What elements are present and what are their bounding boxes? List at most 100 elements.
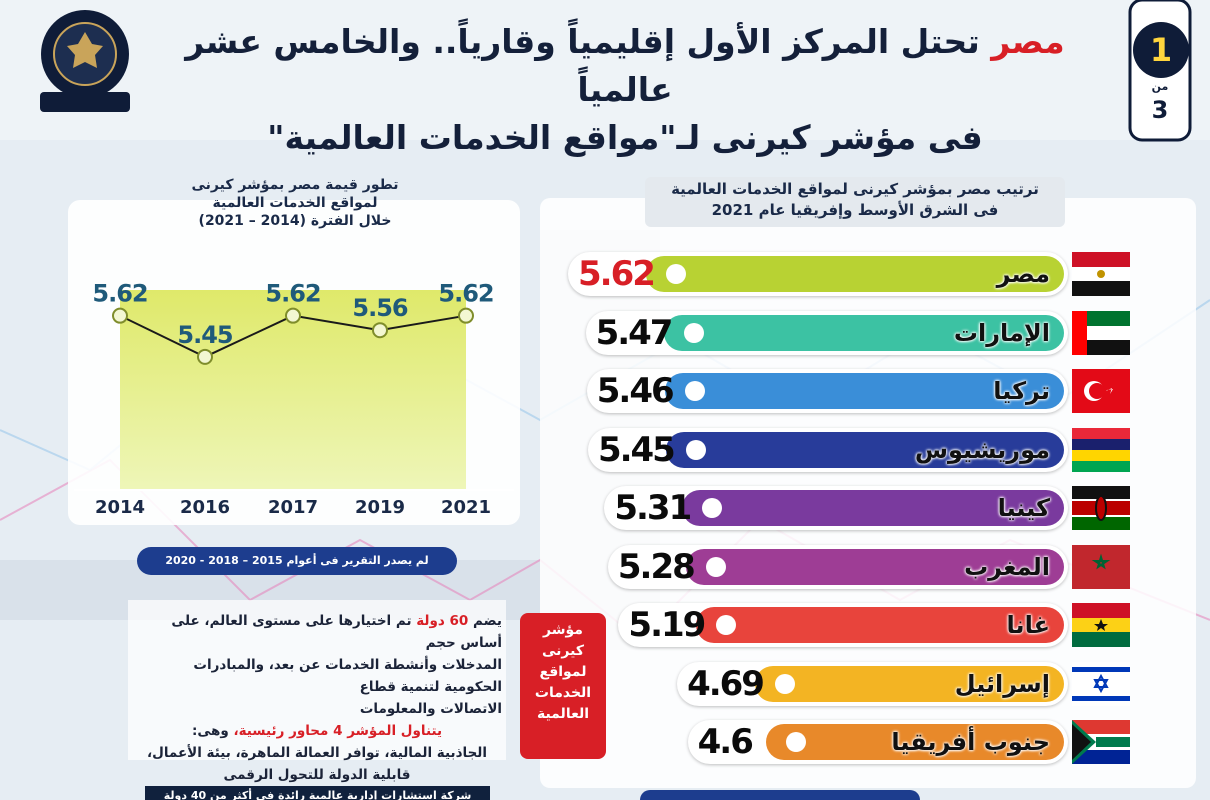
bar [682, 490, 1064, 526]
info-box [128, 600, 506, 760]
info-line4-rest: وهى: [191, 723, 234, 739]
page-number: 1 [1133, 22, 1189, 78]
bar-pill: جنوب أفريقيا 4.6 [687, 720, 1068, 764]
info-line2: المدخلات وأنشطة الخدمات عن بعد، والمبادر… [193, 657, 502, 695]
title-line1: تحتل المركز الأول إقليمياً وقارياً.. وال… [185, 22, 992, 109]
category-label: مصر [996, 260, 1050, 288]
cabinet-media-center-logo [30, 2, 140, 114]
footer-bar [640, 790, 920, 800]
info-line6: قابلية الدولة للتحول الرقمى [223, 767, 411, 783]
bar-marker [775, 673, 796, 694]
bar-row: المغرب 5.28 [607, 544, 1068, 589]
value-label: 5.62 [578, 254, 656, 294]
side-tag-line: العالمية [536, 706, 590, 722]
bar-pill: الإمارات 5.47 [585, 310, 1068, 355]
data-point [285, 307, 301, 324]
data-point [197, 348, 213, 365]
bar [665, 431, 1064, 468]
bar-row: تركيا 5.46 [586, 369, 1068, 413]
info-line1-prefix: يضم [468, 613, 502, 629]
trend-subtitle-line3: خلال الفترة (2014 – 2021) [198, 213, 392, 229]
bar [755, 665, 1064, 702]
egypt-flag-icon [1072, 252, 1130, 296]
info-line5: الجاذبية المالية، توافر العمالة الماهرة،… [146, 745, 487, 761]
data-point [458, 307, 474, 324]
bar-marker [683, 322, 704, 343]
bar-pill: المغرب 5.28 [607, 544, 1068, 589]
ranking-subtitle: ترتيب مصر بمؤشر كيرنى لمواقع الخدمات الع… [645, 177, 1065, 227]
page-total: 3 [1151, 96, 1169, 124]
bar-marker [666, 264, 686, 284]
value-label: 4.6 [697, 722, 754, 762]
x-tick-label: 2017 [268, 497, 318, 518]
south-africa-flag-icon [1072, 720, 1130, 764]
info-line4-highlight: يتناول المؤشر 4 محاور رئيسية، [233, 723, 443, 739]
info-line1-highlight: 60 دولة [416, 613, 469, 629]
page-title: مصر تحتل المركز الأول إقليمياً وقارياً..… [150, 18, 1100, 162]
value-label: 5.45 [597, 429, 676, 470]
page-of-label: من [1151, 80, 1169, 93]
bar-row: إسرائيل 4.69 [677, 661, 1068, 706]
bar-pill: مصر 5.62 [568, 252, 1068, 296]
category-label: المغرب [964, 552, 1050, 581]
x-tick-label: 2016 [180, 497, 230, 518]
info-text: يضم 60 دولة تم اختيارها على مستوى العالم… [132, 610, 502, 786]
index-side-tag: مؤشر كيرنى لمواقع الخدمات العالمية [520, 613, 606, 759]
bar [664, 373, 1064, 409]
bar-row: جنوب أفريقيا 4.6 [687, 720, 1068, 764]
ranking-subtitle-line2: فى الشرق الأوسط وإفريقيا عام 2021 [711, 201, 999, 219]
uae-flag-icon [1072, 310, 1130, 355]
trend-subtitle-line2: لمواقع الخدمات العالمية [212, 195, 378, 211]
category-label: موريشيوس [914, 435, 1050, 464]
data-label: 5.45 [177, 321, 233, 349]
bar-marker [684, 381, 705, 401]
value-label: 5.19 [628, 605, 706, 645]
bar [646, 256, 1064, 292]
category-label: جنوب أفريقيا [891, 728, 1050, 756]
value-label: 5.46 [596, 371, 675, 411]
data-point [372, 322, 388, 339]
report-note: لم يصدر التقرير فى أعوام 2015 – 2018 - 2… [137, 547, 457, 575]
bar-row: غانا 5.19 [618, 603, 1068, 647]
bar [696, 607, 1064, 643]
side-tag-line: لمواقع [539, 664, 587, 680]
side-tag-line: الخدمات [534, 685, 592, 701]
bar-pill: كينيا 5.31 [604, 486, 1068, 530]
title-highlight: مصر [991, 22, 1065, 61]
side-tag-line: مؤشر [543, 622, 583, 638]
data-point [112, 307, 128, 324]
mauritius-flag-icon [1072, 427, 1130, 472]
bar-pill: تركيا 5.46 [586, 369, 1068, 413]
bar [663, 314, 1064, 351]
value-label: 4.69 [687, 663, 765, 704]
data-label: 5.62 [92, 280, 147, 308]
data-label: 5.62 [438, 280, 493, 308]
ghana-flag-icon [1072, 603, 1130, 647]
bar [765, 724, 1064, 760]
data-label: 5.62 [265, 280, 320, 308]
kenya-flag-icon [1072, 486, 1130, 530]
info-line3: الاتصالات والمعلومات [359, 701, 502, 717]
bar [685, 548, 1064, 585]
bar-row: مصر 5.62 [568, 252, 1068, 296]
side-tag-line: كيرنى [542, 643, 584, 659]
category-label: تركيا [993, 377, 1050, 405]
bar-row: موريشيوس 5.45 [587, 427, 1068, 472]
trend-subtitle: تطور قيمة مصر بمؤشر كيرنى لمواقع الخدمات… [180, 176, 410, 230]
value-label: 5.31 [614, 488, 692, 528]
ranking-subtitle-line1: ترتيب مصر بمؤشر كيرنى لمواقع الخدمات الع… [671, 180, 1039, 198]
bar-marker [716, 615, 737, 635]
bar-pill: موريشيوس 5.45 [587, 427, 1068, 472]
bar-marker [702, 498, 723, 518]
bar-pill: إسرائيل 4.69 [677, 661, 1068, 706]
info-line1-rest: تم اختيارها على مستوى العالم، على أساس ح… [171, 613, 502, 651]
footer-strip: شركة استشارات إدارية عالمية رائدة فى أكث… [145, 786, 490, 800]
category-label: كينيا [997, 494, 1050, 522]
bar-marker [705, 556, 726, 577]
bar-row: كينيا 5.31 [604, 486, 1068, 530]
category-label: الإمارات [953, 318, 1050, 347]
bar-row: الإمارات 5.47 [585, 310, 1068, 355]
category-label: إسرائيل [954, 669, 1050, 698]
x-tick-label: 2021 [441, 497, 491, 518]
value-label: 5.28 [617, 546, 696, 587]
